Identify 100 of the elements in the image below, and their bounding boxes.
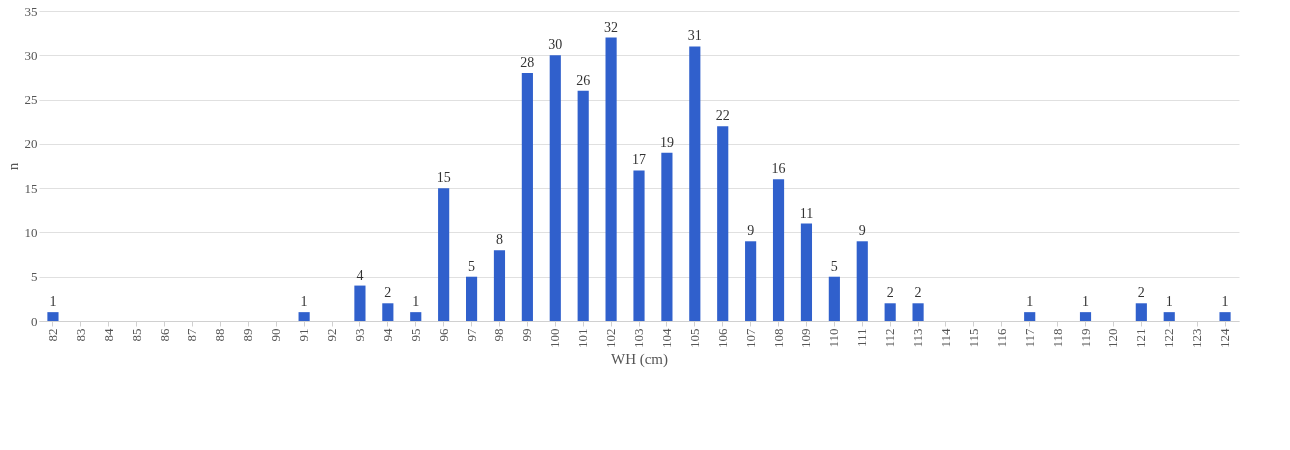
data-label: 4 (356, 267, 364, 283)
data-label: 5 (830, 258, 838, 274)
x-tick-label: 106 (714, 328, 730, 348)
x-tick-label: 92 (324, 328, 340, 342)
x-tick-label: 95 (407, 328, 423, 342)
x-tick-label: 123 (1189, 328, 1205, 348)
bar (382, 303, 394, 321)
data-label: 2 (384, 285, 392, 301)
x-tick-label: 107 (742, 328, 758, 348)
bar (438, 188, 450, 321)
data-label: 2 (914, 285, 922, 301)
x-tick-label: 86 (156, 328, 172, 342)
x-tick-label: 104 (658, 328, 674, 348)
y-tick-label: 35 (24, 3, 38, 19)
data-label: 31 (687, 28, 702, 44)
x-tick-label: 102 (603, 328, 619, 348)
x-tick-label: 117 (1021, 328, 1037, 348)
x-tick-label: 98 (491, 328, 507, 342)
bar (1024, 312, 1036, 321)
bar (772, 179, 785, 321)
x-tick-label: 111 (854, 328, 870, 348)
data-label: 16 (771, 161, 786, 177)
x-tick-label: 105 (686, 328, 702, 348)
x-tick-label: 93 (351, 328, 367, 342)
x-tick-label: 113 (910, 328, 926, 348)
data-label: 1 (1082, 294, 1090, 310)
bar (689, 46, 701, 321)
x-tick-label: 118 (1049, 328, 1065, 348)
bar (856, 241, 868, 321)
data-label: 26 (576, 72, 591, 88)
bar (298, 312, 310, 321)
bar (745, 241, 757, 321)
bar (884, 303, 896, 321)
x-tick-label: 85 (128, 328, 144, 342)
bar (1135, 303, 1147, 321)
x-tick-label: 94 (379, 328, 395, 342)
bar (465, 276, 478, 321)
data-label: 1 (412, 294, 420, 310)
y-tick-label: 15 (24, 180, 38, 196)
bar (549, 55, 561, 321)
x-tick-label: 90 (268, 328, 284, 342)
x-tick-label: 96 (435, 328, 451, 342)
data-label: 11 (799, 205, 814, 221)
x-tick-label: 110 (826, 328, 842, 348)
x-tick-label: 101 (575, 328, 591, 348)
x-tick-label: 119 (1077, 328, 1093, 348)
y-tick-label: 25 (24, 92, 38, 108)
x-tick-label: 83 (72, 328, 88, 342)
bar (800, 223, 813, 321)
bar (493, 250, 506, 321)
bar (717, 126, 729, 321)
bar (1163, 312, 1175, 321)
x-tick-label: 109 (798, 328, 814, 348)
x-tick-label: 97 (463, 328, 479, 342)
x-tick-label: 108 (770, 328, 786, 348)
y-tick-label: 20 (24, 136, 38, 152)
data-label: 1 (1165, 294, 1173, 310)
y-tick-label: 0 (31, 313, 38, 329)
x-tick-label: 121 (1133, 328, 1149, 348)
bar (828, 276, 840, 321)
data-label: 1 (300, 294, 308, 310)
data-label: 19 (659, 134, 674, 150)
bar (47, 312, 59, 321)
data-label: 1 (1026, 294, 1034, 310)
x-tick-label: 87 (184, 328, 200, 342)
data-label: 22 (715, 108, 730, 124)
data-label: 5 (468, 258, 476, 274)
bar (410, 312, 422, 321)
x-tick-label: 115 (965, 328, 981, 348)
x-tick-label: 124 (1217, 328, 1233, 348)
x-tick-label: 122 (1161, 328, 1177, 348)
data-label: 1 (1221, 294, 1229, 310)
bar (633, 170, 645, 321)
data-label: 9 (858, 223, 866, 239)
bar (521, 73, 533, 321)
bar (577, 90, 589, 321)
x-tick-label: 112 (882, 328, 898, 348)
x-tick-label: 84 (100, 328, 116, 342)
bar (661, 152, 673, 321)
x-tick-label: 116 (993, 328, 1009, 348)
data-label: 1 (49, 294, 57, 310)
data-label: 2 (1137, 285, 1145, 301)
data-label: 28 (520, 55, 535, 70)
bar (912, 303, 924, 321)
data-label: 17 (632, 152, 646, 168)
x-tick-label: 120 (1105, 328, 1121, 348)
bar (1079, 312, 1092, 321)
x-tick-label: 89 (240, 328, 256, 342)
y-tick-label: 30 (24, 47, 38, 63)
bar (354, 285, 366, 321)
data-label: 9 (747, 223, 755, 239)
y-tick-label: 10 (24, 224, 38, 240)
x-tick-label: 103 (631, 328, 646, 348)
y-tick-label: 5 (31, 269, 38, 285)
bar (1219, 312, 1231, 321)
x-tick-label: 99 (519, 328, 535, 342)
data-label: 30 (548, 37, 563, 53)
x-tick-label: 88 (212, 328, 228, 342)
x-tick-label: 82 (44, 328, 60, 342)
x-axis-title: WH (cm) (610, 351, 669, 368)
